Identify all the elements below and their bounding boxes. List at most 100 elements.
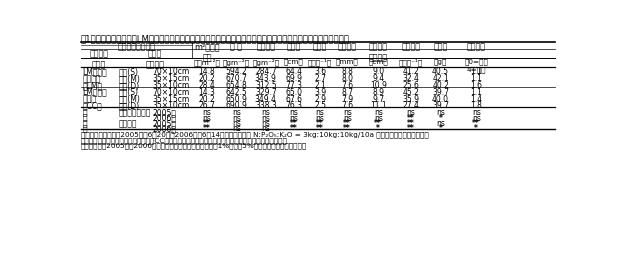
Text: ns: ns [316,108,324,117]
Text: 1.4: 1.4 [470,94,482,103]
Text: ns: ns [262,114,270,123]
Text: ns: ns [472,114,480,123]
Text: **: ** [290,119,298,128]
Text: **: ** [343,124,351,133]
Text: 3.6: 3.6 [314,67,326,76]
Text: **: ** [472,119,480,128]
Text: 2.1: 2.1 [314,81,326,90]
Text: 中間(M): 中間(M) [118,74,141,83]
Text: （g）: （g） [434,59,447,65]
Text: ns: ns [343,108,352,117]
Text: 349.4: 349.4 [255,94,277,103]
Text: ns: ns [290,114,298,123]
Text: （本株⁻¹）: （本株⁻¹） [308,59,332,66]
Text: 2005年: 2005年 [153,108,177,117]
Text: 312.5: 312.5 [255,81,277,90]
Text: 7.6: 7.6 [341,81,353,90]
Text: ns: ns [203,114,211,123]
Text: 69.9: 69.9 [285,74,302,83]
Text: 標準(S): 標準(S) [118,88,139,97]
Text: 除草剤: 除草剤 [82,94,96,103]
Text: 65.0: 65.0 [285,88,302,97]
Text: *: * [474,124,478,133]
Text: 650.9: 650.9 [226,94,247,103]
Text: *: * [439,124,443,133]
Text: 7.6: 7.6 [341,101,353,110]
Text: 70×10cm: 70×10cm [153,67,190,76]
Text: 338.3: 338.3 [255,101,277,110]
Text: 8.0: 8.0 [341,74,353,83]
Text: 20.2: 20.2 [198,74,215,83]
Text: 343.9: 343.9 [255,74,277,83]
Text: （LM）: （LM） [82,81,102,90]
Text: ns: ns [262,108,270,117]
Text: 9.0: 9.0 [372,67,384,76]
Text: 35×10cm: 35×10cm [153,81,190,90]
Text: 3.9: 3.9 [314,88,326,97]
Text: 329.7: 329.7 [255,88,277,97]
Text: 35×10cm: 35×10cm [153,101,190,110]
Text: *: * [376,124,380,133]
Text: 8.9: 8.9 [372,88,384,97]
Text: 10.9: 10.9 [370,81,387,90]
Text: 11.1: 11.1 [370,101,386,110]
Text: 1.1: 1.1 [471,88,482,97]
Text: ns: ns [316,114,324,123]
Text: 播種密度: 播種密度 [118,119,137,128]
Text: 40.2: 40.2 [432,81,449,90]
Text: 20.2: 20.2 [198,94,215,103]
Text: 表1　リビングマルチ（LM）と播種密度を組み合わせた大豆「タチナガハ」の収量，収量構成要素及び関連特性．: 表1 リビングマルチ（LM）と播種密度を組み合わせた大豆「タチナガハ」の収量，収… [81,34,350,43]
Text: 690.9: 690.9 [226,101,247,110]
Text: 2005年: 2005年 [153,119,177,128]
Text: 8.7: 8.7 [341,88,353,97]
Text: 分枝数: 分枝数 [313,43,327,52]
Text: 35×15cm: 35×15cm [153,94,190,103]
Text: 32.4: 32.4 [402,74,419,83]
Text: （個株⁻¹）: （個株⁻¹） [399,59,423,66]
Text: 9.4: 9.4 [372,74,384,83]
Text: 45.2: 45.2 [402,88,419,97]
Text: **: ** [203,124,211,133]
Text: 67.6: 67.6 [285,94,302,103]
Text: ns: ns [436,119,445,128]
Text: 7.9: 7.9 [341,94,353,103]
Text: **: ** [290,124,298,133]
Text: ns: ns [232,124,241,133]
Text: 26.7: 26.7 [198,101,215,110]
Text: 14.3: 14.3 [198,88,215,97]
Text: **: ** [316,119,324,128]
Text: *: * [439,114,443,123]
Text: ns: ns [290,108,298,117]
Text: 分: 分 [82,119,87,128]
Text: LMあり＋: LMあり＋ [82,67,107,76]
Text: 25.6: 25.6 [402,81,419,90]
Text: （cm）: （cm） [284,59,304,65]
Text: 茎の太さ: 茎の太さ [338,43,356,52]
Text: 284.7: 284.7 [255,67,277,76]
Text: 14.8: 14.8 [198,67,215,76]
Text: **: ** [203,119,211,128]
Text: 1.1: 1.1 [471,74,482,83]
Text: 1.8: 1.8 [471,101,482,110]
Text: 密植(D): 密植(D) [118,81,140,90]
Text: 8.8: 8.8 [341,67,353,76]
Text: （cm）: （cm） [368,59,388,65]
Text: **: ** [407,124,415,133]
Text: **: ** [343,119,351,128]
Text: 注：大豆の播種日は2005年が6月20日，2006年が6月14日．基肥として N:P₂O₅:K₂O = 3kg:10kg:10kg/10a を施用，無中耕・無培: 注：大豆の播種日は2005年が6月20日，2006年が6月14日．基肥として N… [81,131,428,138]
Text: ns: ns [436,108,445,117]
Text: 77.3: 77.3 [285,81,302,90]
Text: 27.4: 27.4 [402,101,419,110]
Text: 無除草剤: 無除草剤 [82,74,100,83]
Text: 70×10cm: 70×10cm [153,88,190,97]
Text: ns: ns [232,108,241,117]
Text: **: ** [407,119,415,128]
Text: 百粒重: 百粒重 [433,43,448,52]
Text: 中間(M): 中間(M) [118,94,141,103]
Text: 全 重: 全 重 [231,43,242,52]
Text: データは2005年と2006年の平均値，分散分析欄で＊＊は1%，＊は5%で有意差あり（年次別）．: データは2005年と2006年の平均値，分散分析欄で＊＊は1%，＊は5%で有意差… [81,143,307,149]
Text: リビングマルチ: リビングマルチ [118,108,151,117]
Text: 標準(S): 標準(S) [118,67,139,76]
Text: 2.7: 2.7 [314,74,326,83]
Text: （gm⁻²）: （gm⁻²） [223,59,250,66]
